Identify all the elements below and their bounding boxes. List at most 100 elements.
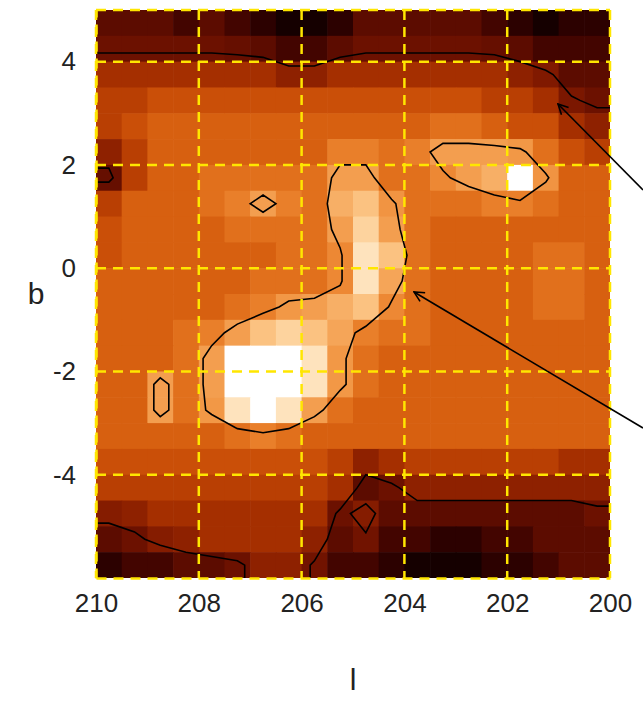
heat-cell [225, 268, 251, 294]
heat-cell [353, 346, 379, 372]
heat-cell [250, 139, 276, 165]
heat-cell [559, 320, 585, 346]
heat-cell [353, 10, 379, 36]
heat-cell [430, 294, 456, 320]
heat-cell [507, 217, 533, 243]
heat-cell [559, 397, 585, 423]
heat-cell [250, 242, 276, 268]
heat-cell [250, 449, 276, 475]
arrows [414, 104, 643, 428]
x-tick: 202 [486, 578, 529, 618]
heat-cell [122, 346, 148, 372]
heat-cell [302, 397, 328, 423]
heat-cell [122, 10, 148, 36]
heat-cell [584, 294, 610, 320]
heat-cell [327, 191, 353, 217]
heat-cell [507, 10, 533, 36]
heat-cell [327, 139, 353, 165]
x-tick: 200 [589, 578, 632, 618]
heat-cell [379, 294, 405, 320]
heat-cell [250, 371, 276, 397]
heat-cell [533, 526, 559, 552]
heat-cell [173, 294, 199, 320]
heat-cell [276, 10, 302, 36]
heat-cell [173, 165, 199, 191]
x-tick-label: 208 [178, 588, 221, 618]
heat-cell [353, 139, 379, 165]
heat-cell [199, 449, 225, 475]
heat-cell [456, 475, 482, 501]
heat-cell [353, 320, 379, 346]
heat-cell [584, 87, 610, 113]
heat-cell [379, 242, 405, 268]
x-tick-label: 202 [486, 588, 529, 618]
heat-cell [533, 294, 559, 320]
heat-cell [353, 113, 379, 139]
heat-cell [122, 268, 148, 294]
heat-cell [379, 217, 405, 243]
heat-cell [276, 113, 302, 139]
heat-cell [379, 423, 405, 449]
y-tick-label: 4 [62, 46, 76, 76]
frame-line [96, 9, 610, 12]
heat-cell [507, 165, 533, 191]
heat-cell [147, 139, 173, 165]
y-tick: -2 [53, 356, 96, 386]
heat-cell [456, 423, 482, 449]
heat-cell [225, 217, 251, 243]
grid-line [300, 10, 303, 578]
heat-cell [199, 139, 225, 165]
heat-cell [302, 501, 328, 527]
heat-cell [302, 526, 328, 552]
x-tick-label: 200 [589, 588, 632, 618]
heat-cell [507, 423, 533, 449]
plot-area [96, 10, 610, 578]
heat-cell [559, 268, 585, 294]
heat-cell [96, 526, 122, 552]
heat-cell [507, 294, 533, 320]
heat-cell [327, 371, 353, 397]
heat-cell [302, 10, 328, 36]
heat-cell [122, 475, 148, 501]
heat-cell [276, 526, 302, 552]
heat-cell [327, 449, 353, 475]
heat-cell [199, 423, 225, 449]
heat-cell [147, 320, 173, 346]
heat-cell [353, 36, 379, 62]
grid-line [403, 10, 406, 578]
heat-cell [507, 371, 533, 397]
heat-cell [456, 526, 482, 552]
heat-cell [379, 475, 405, 501]
heat-cell [482, 268, 508, 294]
heat-cell [276, 501, 302, 527]
heat-cell [276, 165, 302, 191]
arrow [414, 292, 643, 428]
x-tick: 208 [178, 578, 221, 618]
heat-cell [456, 242, 482, 268]
heat-cell [327, 113, 353, 139]
heat-cell [584, 36, 610, 62]
heat-cell [199, 113, 225, 139]
heat-cell [122, 423, 148, 449]
heat-cell [327, 62, 353, 88]
heat-cell [96, 113, 122, 139]
heat-cell [147, 191, 173, 217]
heat-cell [404, 165, 430, 191]
heat-cell [379, 191, 405, 217]
heat-cell [122, 62, 148, 88]
grid-line [96, 60, 610, 63]
heat-cell [353, 87, 379, 113]
heat-cell [276, 449, 302, 475]
heat-cell [276, 397, 302, 423]
heat-cell [379, 36, 405, 62]
contour-line [96, 53, 610, 578]
heat-cell [147, 475, 173, 501]
heat-cell [533, 242, 559, 268]
heat-cell [482, 552, 508, 578]
heat-cell [199, 320, 225, 346]
x-tick: 210 [75, 578, 118, 618]
heat-cell [173, 449, 199, 475]
heat-cell [250, 501, 276, 527]
heat-cell [276, 191, 302, 217]
heat-cell [327, 87, 353, 113]
